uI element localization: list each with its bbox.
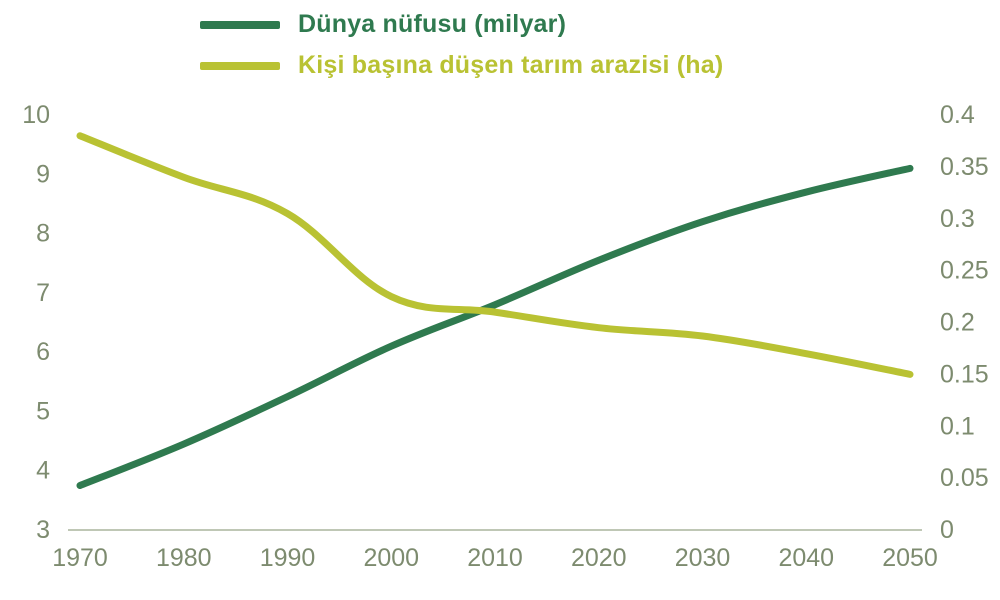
series-line-arable_per_capita (80, 136, 910, 375)
x-axis-tick-label: 2040 (778, 544, 834, 572)
x-axis-tick-label: 1990 (260, 544, 316, 572)
right-axis-tick-label: 0.1 (940, 412, 975, 440)
series-line-population (80, 168, 910, 485)
left-axis-tick-label: 4 (36, 457, 50, 485)
left-axis-tick-label: 3 (36, 516, 50, 544)
left-axis-tick-label: 7 (36, 279, 50, 307)
left-axis-tick-label: 5 (36, 397, 50, 425)
chart-svg: 3 4 5 6 7 8 9 10 0 0.05 0.1 0.15 0.2 0.25 0.3 0.35 0.4 19… (0, 0, 1000, 600)
right-axis-tick-label: 0.3 (940, 205, 975, 233)
left-axis-tick-label: 10 (22, 101, 50, 129)
right-axis-tick-label: 0.2 (940, 309, 975, 337)
right-axis-tick-label: 0.25 (940, 257, 989, 285)
x-axis-tick-label: 1980 (156, 544, 212, 572)
right-axis-tick-label: 0.35 (940, 153, 989, 181)
x-axis-tick-label: 2030 (675, 544, 731, 572)
chart-root: Dünya nüfusu (milyar) Kişi başına düşen … (0, 0, 1000, 600)
x-axis-tick-label: 1970 (52, 544, 108, 572)
x-axis-tick-label: 2020 (571, 544, 627, 572)
x-axis-tick-label: 2010 (467, 544, 523, 572)
right-axis-tick-label: 0.15 (940, 360, 989, 388)
x-axis-tick-label: 2050 (882, 544, 938, 572)
x-axis-tick-label: 2000 (363, 544, 419, 572)
right-axis-tick-label: 0.05 (940, 464, 989, 492)
right-axis-tick-label: 0.4 (940, 101, 975, 129)
left-axis-tick-label: 9 (36, 160, 50, 188)
left-axis-tick-label: 8 (36, 220, 50, 248)
right-axis-tick-label: 0 (940, 516, 954, 544)
left-axis-tick-label: 6 (36, 338, 50, 366)
